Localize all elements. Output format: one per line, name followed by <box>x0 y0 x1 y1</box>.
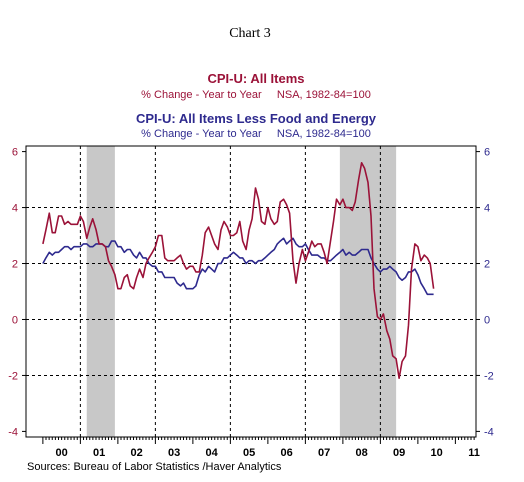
series-line-all-items <box>42 162 435 380</box>
right-tick-label-1: 4 <box>484 203 490 215</box>
series-1-name: CPI-U: All Items <box>207 71 304 86</box>
year-label-01: 01 <box>93 447 105 459</box>
right-tick-label-2: 2 <box>484 259 490 271</box>
year-label-08: 08 <box>356 447 368 459</box>
left-tick-label-1: 4 <box>12 203 18 215</box>
source-note: Sources: Bureau of Labor Statistics /Hav… <box>27 461 282 473</box>
left-tick-label-5: -4 <box>8 426 18 438</box>
right-tick-label-4: -2 <box>484 370 494 382</box>
right-tick-label-5: -4 <box>484 426 494 438</box>
year-label-04: 04 <box>206 447 219 459</box>
series-1-subtitle: % Change - Year to Year NSA, 1982-84=100 <box>141 89 371 101</box>
left-tick-label-4: -2 <box>8 370 18 382</box>
recession-band-2 <box>339 146 397 437</box>
left-tick-label-0: 6 <box>12 147 18 159</box>
right-tick-label-0: 6 <box>484 147 490 159</box>
year-label-10: 10 <box>431 447 443 459</box>
year-label-11: 11 <box>468 447 480 459</box>
series-2-name: CPI-U: All Items Less Food and Energy <box>136 111 377 126</box>
left-tick-label-2: 2 <box>12 259 18 271</box>
left-tick-label-3: 0 <box>12 314 18 326</box>
chart-title: Chart 3 <box>229 26 271 41</box>
plot-frame <box>25 145 477 438</box>
series-line-core <box>42 237 434 296</box>
year-label-07: 07 <box>318 447 330 459</box>
right-tick-label-3: 0 <box>484 314 490 326</box>
series-2-subtitle: % Change - Year to Year NSA, 1982-84=100 <box>141 128 371 140</box>
year-label-00: 00 <box>56 447 68 459</box>
year-label-03: 03 <box>168 447 180 459</box>
year-label-06: 06 <box>281 447 293 459</box>
plot-area: 6 4 2 0 -2 -4 6 4 2 0 -2 -4 00 01 02 03 04 05 06 07 08 09 10 11 <box>8 145 494 459</box>
year-label-05: 05 <box>243 447 255 459</box>
recession-band-1 <box>86 146 115 437</box>
year-label-02: 02 <box>131 447 143 459</box>
year-label-09: 09 <box>393 447 405 459</box>
